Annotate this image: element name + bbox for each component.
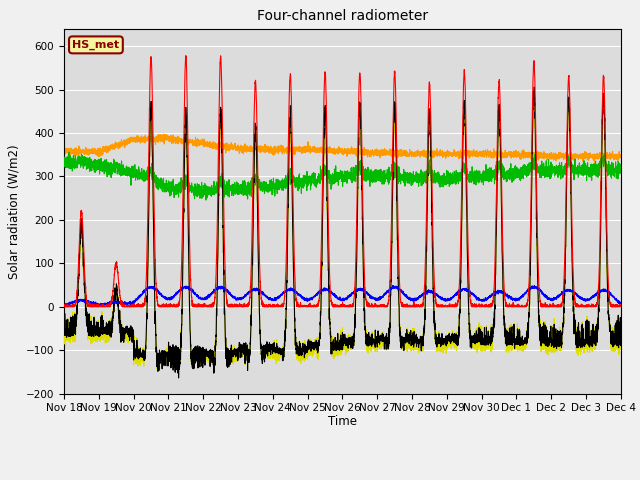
Legend: SW_in, SW_out, LW_in, LW_out, Rnet_4way, Rnet_NRLite: SW_in, SW_out, LW_in, LW_out, Rnet_4way,… — [116, 479, 569, 480]
X-axis label: Time: Time — [328, 415, 357, 428]
Text: HS_met: HS_met — [72, 40, 120, 50]
Title: Four-channel radiometer: Four-channel radiometer — [257, 10, 428, 24]
Y-axis label: Solar radiation (W/m2): Solar radiation (W/m2) — [7, 144, 20, 278]
